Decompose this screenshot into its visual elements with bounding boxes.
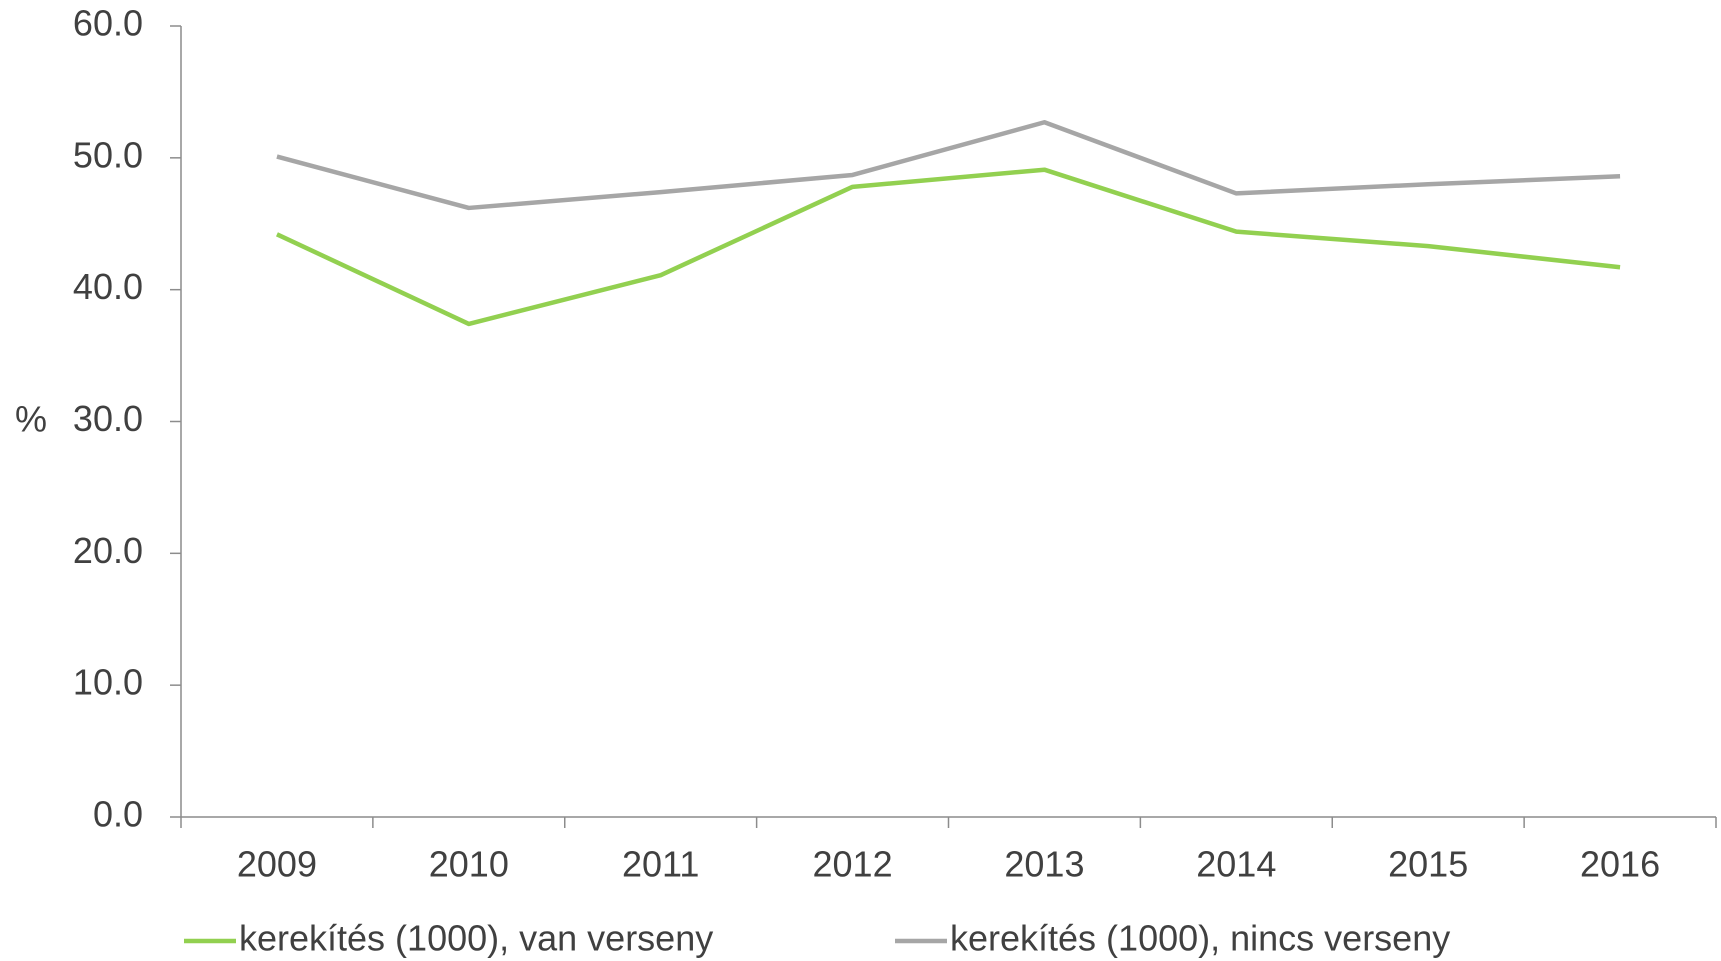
legend-label: kerekítés (1000), van verseny	[239, 918, 713, 959]
legend-label: kerekítés (1000), nincs verseny	[950, 918, 1450, 959]
x-tick-label: 2011	[622, 844, 699, 885]
y-tick-label: 40.0	[73, 266, 143, 307]
x-tick-label: 2009	[237, 844, 317, 885]
x-tick-label: 2016	[1580, 844, 1660, 885]
x-tick-label: 2014	[1196, 844, 1276, 885]
y-tick-label: 0.0	[93, 794, 143, 835]
x-tick-label: 2010	[429, 844, 509, 885]
series-line	[276, 119, 1621, 211]
y-tick-label: 60.0	[73, 3, 143, 44]
x-tick-label: 2013	[1004, 844, 1084, 885]
y-tick-label: 50.0	[73, 134, 143, 175]
series-line	[275, 167, 1621, 327]
y-axis-label: %	[15, 399, 47, 440]
y-tick-label: 30.0	[73, 398, 143, 439]
x-tick-label: 2015	[1388, 844, 1468, 885]
y-tick-label: 10.0	[73, 662, 143, 703]
y-tick-label: 20.0	[73, 530, 143, 571]
x-tick-label: 2012	[813, 844, 893, 885]
